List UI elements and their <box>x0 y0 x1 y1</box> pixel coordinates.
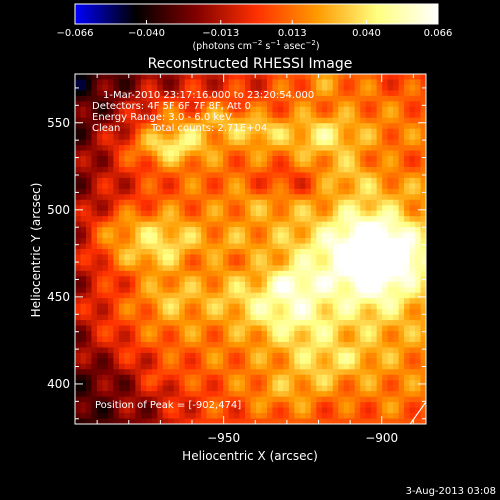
colorbar-tick-label: −0.013 <box>202 28 239 39</box>
annotation-method: Clean <box>92 123 120 134</box>
y-tick-label: 500 <box>47 203 70 217</box>
annotation-counts: Total counts: 2.71E+04 <box>150 123 267 134</box>
footer-date: 3-Aug-2013 03:08 <box>406 486 496 497</box>
colorbar-tick-label: −0.066 <box>56 28 93 39</box>
y-tick-label: 400 <box>47 377 70 391</box>
plot-frame <box>74 73 427 425</box>
x-tick-label: −900 <box>365 431 398 445</box>
y-tick-label: 450 <box>47 290 70 304</box>
annotation-detectors: Detectors: 4F 5F 6F 7F 8F, Att 0 <box>92 101 251 112</box>
annotation-time-range: 1-Mar-2010 23:17:16.000 to 23:20:54.000 <box>103 90 314 101</box>
colorbar-tick-label: −0.040 <box>128 28 165 39</box>
colorbar-frame <box>74 3 439 25</box>
x-axis-label: Heliocentric X (arcsec) <box>182 449 318 463</box>
colorbar-tick-label: 0.013 <box>278 28 307 39</box>
colorbar-units: (photons cm−2 s−1 asec−2) <box>192 39 319 52</box>
colorbar-tick-label: 0.066 <box>424 28 453 39</box>
annotation-peak: Position of Peak = [-902,474] <box>95 400 241 411</box>
colorbar-ticks: −0.066 −0.040 −0.013 0.013 0.040 0.066 <box>56 20 452 39</box>
y-tick-label: 550 <box>47 116 70 130</box>
x-tick-label: −950 <box>207 431 240 445</box>
heatmap-pixels <box>75 74 426 424</box>
axis-ticks: −950−900−850400450500550 <box>47 74 426 445</box>
chart-title: Reconstructed RHESSI Image <box>148 56 353 72</box>
y-axis-label: Heliocentric Y (arcsec) <box>29 183 43 318</box>
colorbar <box>75 4 438 24</box>
annotation-energy: Energy Range: 3.0 - 6.0 keV <box>92 112 232 123</box>
colorbar-tick-label: 0.040 <box>352 28 381 39</box>
